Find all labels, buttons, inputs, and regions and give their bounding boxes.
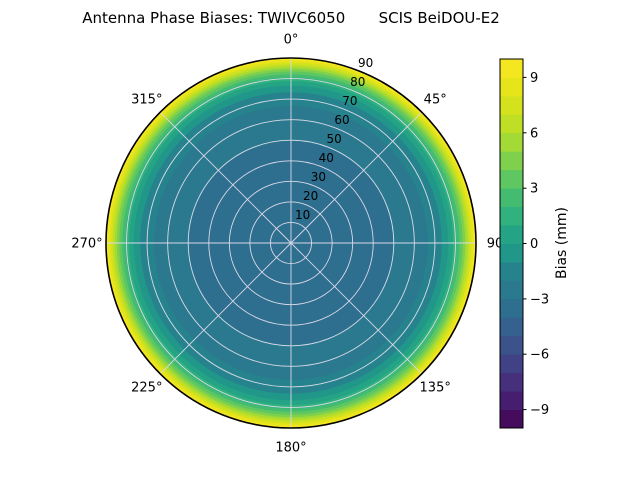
angular-grid-line [159, 111, 292, 244]
colorbar-segment [500, 391, 523, 410]
colorbar-tick-label: −3 [530, 292, 549, 307]
radial-tick-label: 10 [295, 208, 310, 222]
colorbar-segment [500, 188, 523, 207]
colorbar-segment [500, 132, 523, 152]
radial-tick-label: 40 [319, 151, 334, 165]
angular-tick-label: 180° [275, 441, 306, 456]
colorbar-tick-label: 0 [530, 237, 538, 252]
colorbar-segment [500, 59, 523, 78]
colorbar-segment [500, 335, 523, 355]
radial-tick-label: 50 [327, 132, 342, 146]
colorbar-segment [500, 280, 523, 300]
radial-tick-label: 90 [358, 56, 373, 70]
colorbar-segment [500, 317, 523, 337]
angular-tick-label: 315° [131, 92, 162, 107]
colorbar-segment [500, 114, 523, 134]
colorbar-segment [500, 225, 523, 244]
angular-tick-label: 135° [420, 381, 451, 396]
radial-tick-label: 20 [303, 189, 318, 203]
colorbar-segment [500, 372, 523, 392]
radial-tick-label: 30 [311, 170, 326, 184]
colorbar-segment [500, 261, 523, 281]
colorbar-segment [500, 151, 523, 171]
polar-outline [105, 57, 477, 429]
angular-tick-label: 90 [487, 237, 504, 252]
angular-tick-label: 225° [131, 381, 162, 396]
angular-grid-line [159, 242, 292, 375]
radial-tick-label: 70 [342, 94, 357, 108]
radial-tick-label: 60 [334, 113, 349, 127]
colorbar-segment [500, 95, 523, 115]
chart-title: Antenna Phase Biases: TWIVC6050 SCIS Bei… [82, 9, 500, 27]
colorbar-segment [500, 169, 523, 189]
colorbar-tick-label: −9 [530, 403, 549, 418]
angular-grid-line [290, 111, 423, 244]
angular-tick-label: 0° [284, 33, 299, 48]
angular-tick-label: 45° [424, 92, 447, 107]
colorbar-segment [500, 206, 523, 226]
angular-grid-line [290, 242, 423, 375]
colorbar-tick-label: 9 [530, 71, 538, 86]
colorbar-tick-label: 3 [530, 182, 538, 197]
colorbar-axis-label: Bias (mm) [554, 207, 570, 279]
angular-tick-label: 270° [71, 237, 102, 252]
radial-tick-label: 80 [350, 75, 365, 89]
colorbar-segment [500, 243, 523, 263]
colorbar-tick-label: 6 [530, 126, 538, 141]
colorbar-segment [500, 298, 523, 318]
colorbar-segment [500, 409, 523, 429]
colorbar-segment [500, 354, 523, 374]
colorbar-tick-label: −6 [530, 348, 549, 363]
colorbar-segment [500, 77, 523, 97]
